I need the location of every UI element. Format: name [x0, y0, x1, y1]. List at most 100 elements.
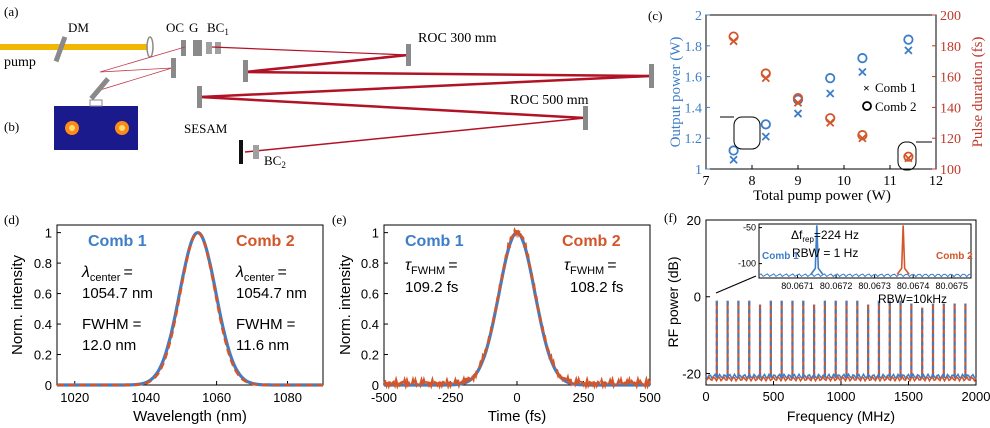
- roc-end-mirror: [649, 64, 654, 88]
- inset-pointer: [715, 275, 757, 294]
- chart-e-marks: [383, 225, 652, 391]
- c-ytick-right-label: 200: [940, 9, 961, 24]
- d-comb1-fwhm-value: 12.0 nm: [82, 337, 136, 354]
- d-ytick-label: 0.6: [34, 287, 52, 302]
- f-noise-1: [705, 372, 977, 380]
- d-xtick-label: 1080: [273, 390, 302, 405]
- e-comb1-value: 109.2 fs: [405, 279, 458, 296]
- chart-e-xlabel: Time (fs): [488, 408, 547, 425]
- inset-comb2-label: Comb 2: [936, 251, 973, 262]
- chart-f-ylabel: RF power (dB): [665, 256, 681, 347]
- inset-ytick-label: -100: [738, 259, 756, 269]
- c-point-cross: [858, 134, 867, 143]
- c-point-cross: [761, 132, 770, 141]
- e-comb1-tau: τFWHM =: [405, 257, 458, 277]
- cavity-beam-5: [199, 95, 586, 120]
- inset-marks: [758, 225, 971, 278]
- c-point-circle: [825, 113, 836, 124]
- chart-c-marks: [728, 31, 914, 164]
- c-point-circle: [857, 130, 868, 141]
- d-ytick-label: 0.4: [34, 317, 52, 332]
- oc-label: OC: [166, 20, 184, 35]
- chart-c-ticks: 7 8 9 10 11 12 1 1.2 1.4 1.6 1.8 2 100 120 140 160 180 20…: [685, 9, 962, 189]
- e-series-1: [384, 230, 650, 387]
- d-xtick-label: 1060: [202, 390, 231, 405]
- camera-lens: [89, 99, 103, 107]
- chart-d-frame: [56, 224, 324, 386]
- e-xtick-label: 0: [513, 390, 520, 405]
- c-xtick-label: 7: [703, 174, 710, 189]
- c-ytick-left-label: 2: [695, 9, 702, 24]
- e-ytick-label: 1: [372, 226, 379, 241]
- inset-xtick-label: 80.0673: [858, 281, 891, 291]
- legend-comb2-label: Comb 2: [875, 99, 917, 114]
- chart-f-xlabel: Frequency (MHz): [787, 408, 895, 424]
- c-xtick-label: 12: [929, 174, 943, 189]
- chart-d-xlabel: Wavelength (nm): [133, 408, 247, 425]
- c-point-cross: [826, 89, 835, 98]
- oc-mirror: [181, 40, 186, 56]
- chart-e-annotations: Comb 1 τFWHM = 109.2 fs Comb 2 τFWHM = 108…: [405, 233, 623, 296]
- sesam-label: SESAM: [184, 121, 228, 136]
- chart-c-ylabel-right: Pulse duration (fs): [970, 37, 986, 148]
- d-comb2-title: Comb 2: [236, 233, 295, 250]
- dm-label: DM: [68, 20, 89, 35]
- c-ytick-right-label: 120: [940, 132, 961, 147]
- c-point-cross: [729, 155, 738, 164]
- e-ytick-label: 0.6: [361, 287, 379, 302]
- bc1-label: BC1: [207, 20, 229, 37]
- panel-label-d: (d): [4, 212, 19, 227]
- f-xtick-label: 1500: [894, 389, 923, 404]
- cavity-beam-2: [244, 53, 409, 74]
- chart-f-marks: [705, 300, 977, 383]
- left-axis-callout: [733, 116, 761, 150]
- c-point-cross: [858, 67, 867, 77]
- cavity-beam-3: [244, 70, 651, 78]
- inset-ticks: 80.0671 80.0672 80.0673 80.0674 80.0675 -50 -1…: [738, 223, 968, 291]
- c-ytick-right-label: 180: [940, 40, 961, 55]
- sesam: [239, 140, 243, 164]
- e-ytick-label: 0.4: [361, 317, 379, 332]
- d-ytick-label: 0: [45, 378, 52, 393]
- output-beams: [99, 46, 186, 91]
- chart-f-inset: 80.0671 80.0672 80.0673 80.0674 80.0675 -50 -1…: [738, 223, 973, 291]
- inset-comb1-label: Comb 1: [762, 251, 799, 262]
- legend-comb1-marker: ×: [863, 81, 870, 95]
- c-point-circle: [760, 119, 771, 130]
- inset-xtick-label: 80.0671: [781, 281, 814, 291]
- panel-label-f: (f): [664, 210, 677, 225]
- chart-f-rbw: RBW=10kHz: [878, 292, 947, 306]
- c-point-circle: [825, 73, 836, 84]
- e-series-2: [383, 225, 652, 391]
- cavity-beam-4: [199, 74, 651, 99]
- c-ytick-right-label: 100: [940, 163, 961, 178]
- panel-label-b: (b): [4, 119, 19, 134]
- inset-xtick-label: 80.0675: [935, 281, 968, 291]
- panel-label-a: (a): [4, 4, 18, 19]
- e-comb2-tau: τFWHM =: [564, 257, 617, 277]
- c-xtick-label: 11: [883, 174, 896, 189]
- f-ytick-label: -20: [682, 366, 701, 381]
- c-point-circle: [903, 34, 914, 45]
- roc500-label: ROC 500 mm: [510, 93, 589, 108]
- c-ytick-left-label: 1.6: [685, 71, 703, 86]
- d-comb2-fwhm: FWHM =: [236, 316, 296, 333]
- g-label: G: [189, 20, 198, 35]
- chart-d-marks: [57, 231, 323, 387]
- e-comb1-title: Comb 1: [405, 233, 464, 250]
- panel-label-c: (c): [648, 8, 662, 23]
- chart-d-annotations: Comb 1 λcenter = 1054.7 nm FWHM = 12.0 nm …: [81, 233, 307, 354]
- d-comb1-fwhm: FWHM =: [82, 316, 142, 333]
- e-ytick-label: 0.2: [361, 348, 379, 363]
- d-comb2-center-value: 1054.7 nm: [236, 285, 307, 302]
- inset-ytick-label: -50: [743, 223, 756, 233]
- d-ytick-label: 0.8: [34, 256, 52, 271]
- bc1-plate-a: [206, 42, 212, 54]
- c-ytick-left-label: 1.4: [685, 101, 703, 116]
- e-ytick-label: 0: [372, 378, 379, 393]
- beam-spot-2-core: [119, 125, 125, 131]
- c-point-circle: [903, 151, 914, 162]
- c-xtick-label: 10: [837, 174, 851, 189]
